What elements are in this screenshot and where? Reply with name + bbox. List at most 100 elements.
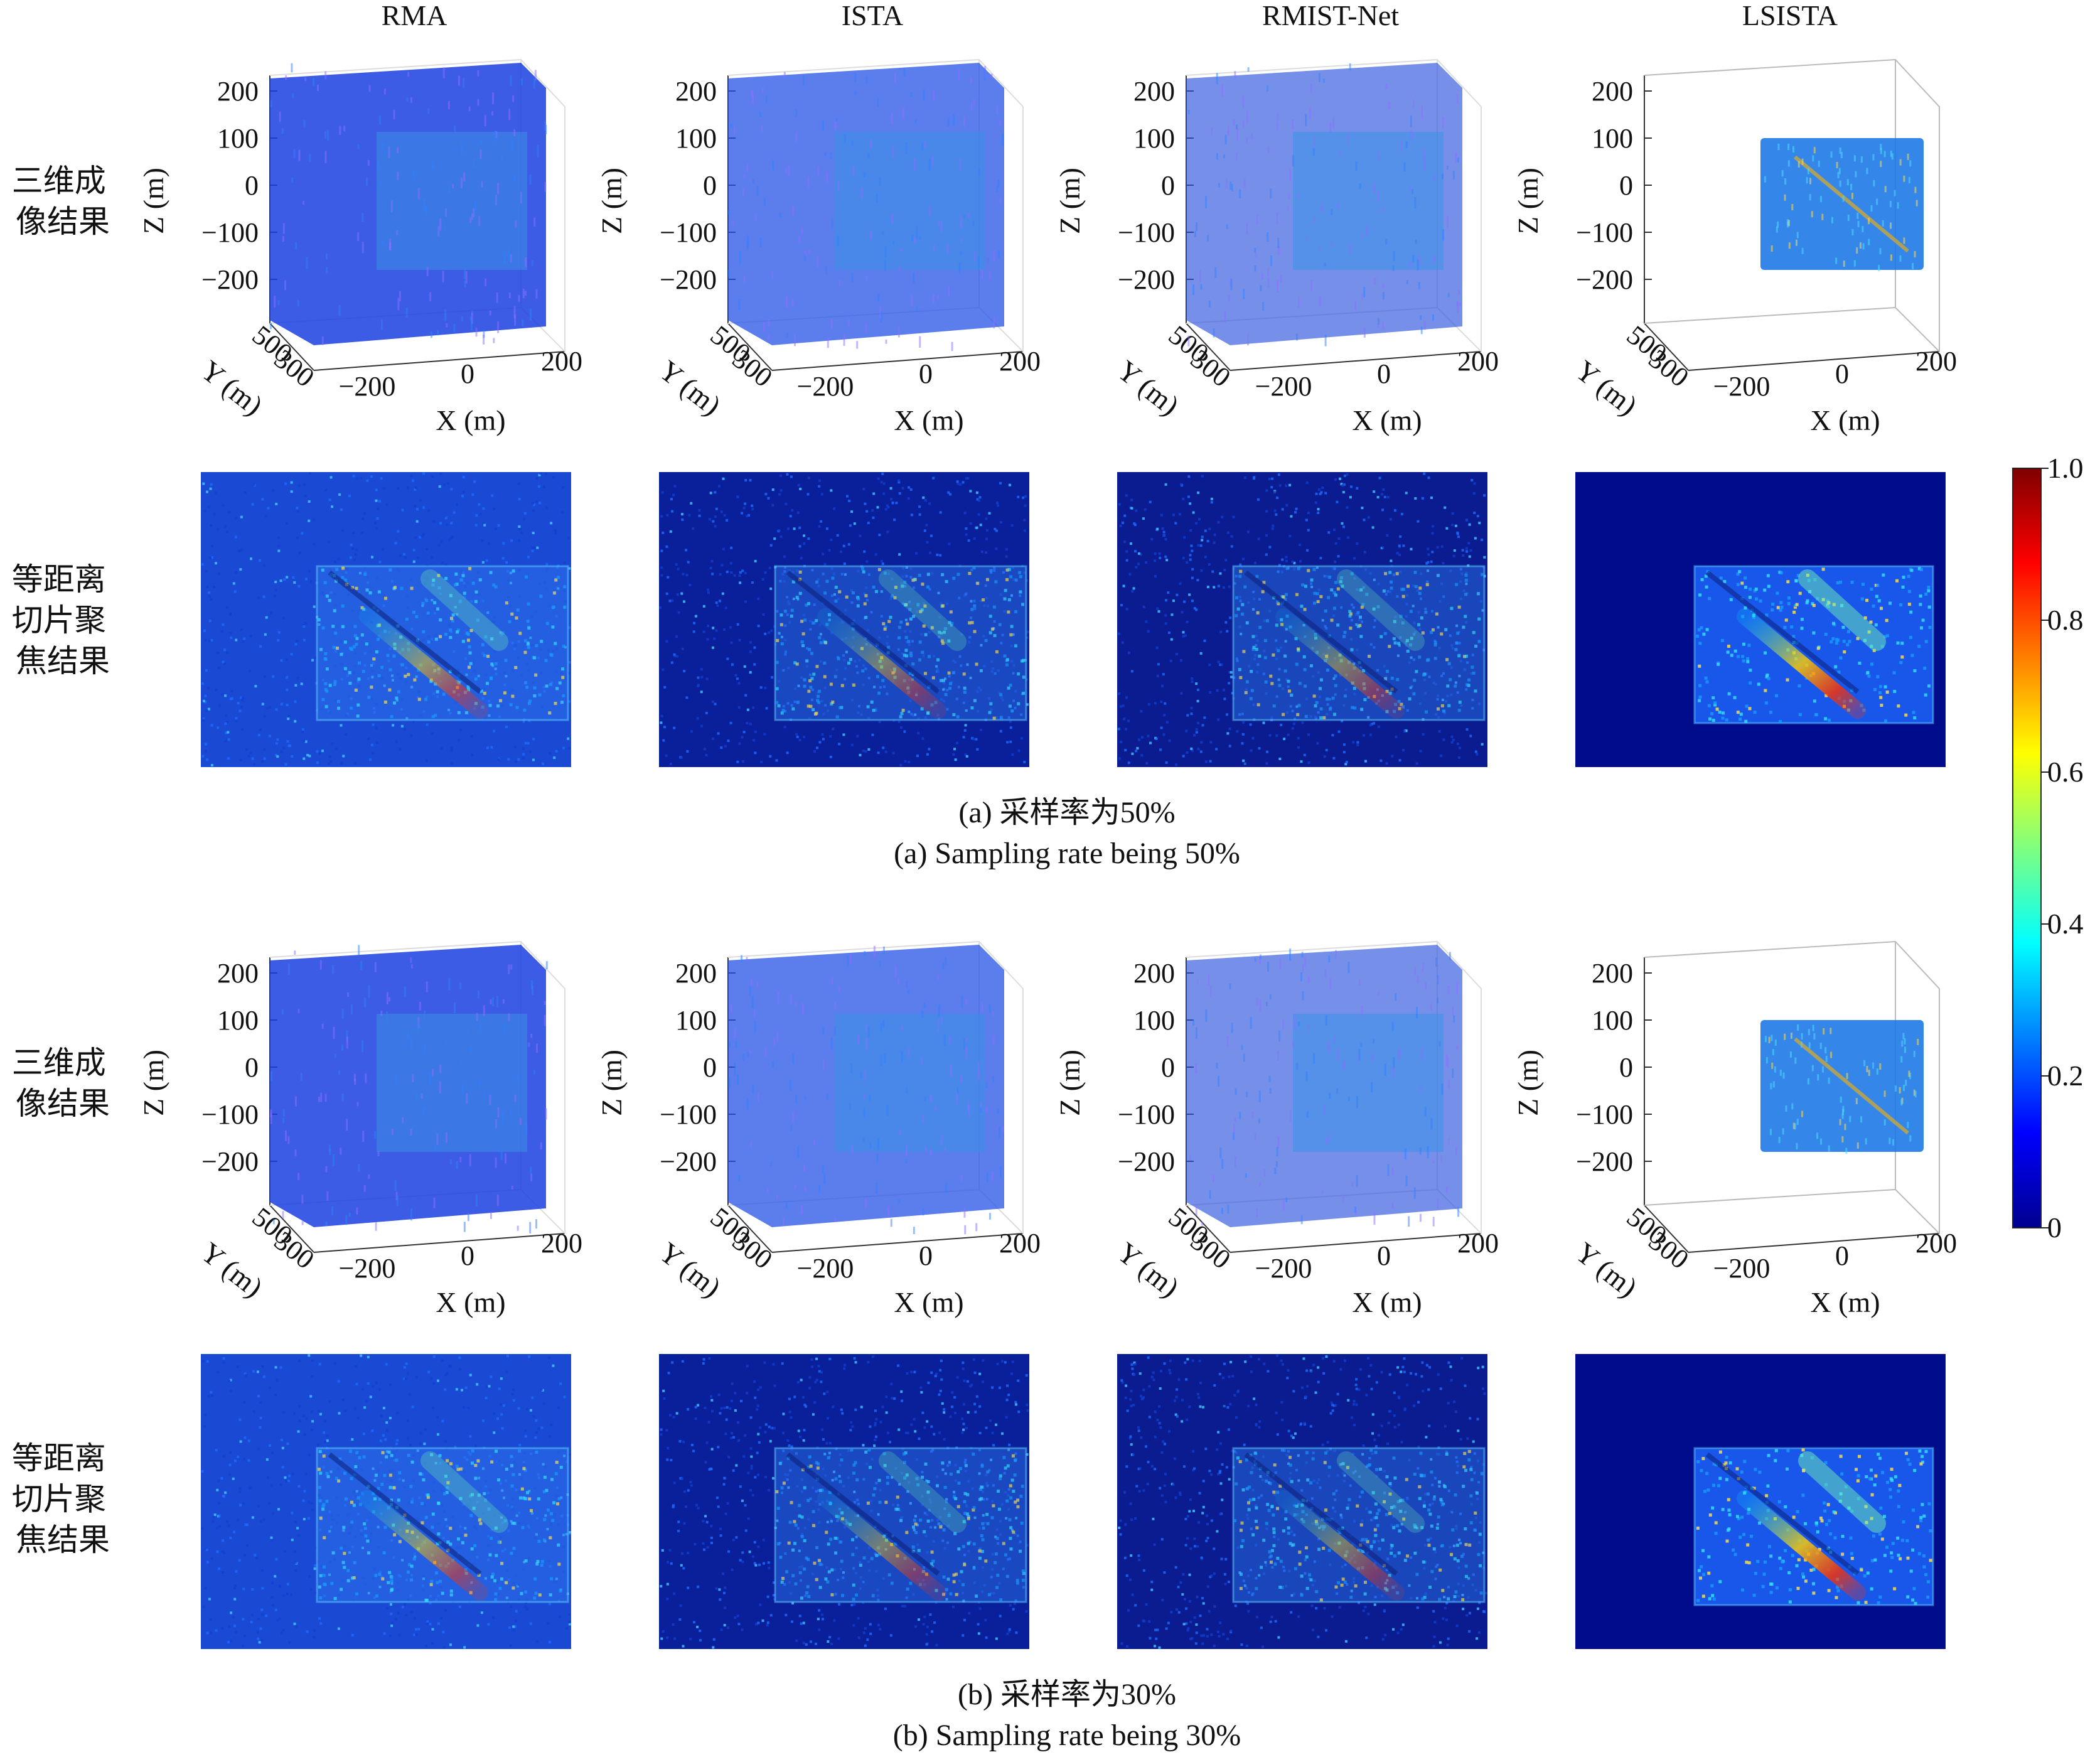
noise-mark [759, 111, 762, 117]
target-texture [1401, 594, 1405, 598]
target-texture [1895, 579, 1899, 583]
noise-mark [508, 1013, 510, 1021]
noise-speckle [796, 511, 800, 514]
target-texture [1744, 586, 1748, 589]
noise-mark [448, 978, 451, 991]
target-texture [1397, 699, 1401, 703]
texture-mark [1785, 1105, 1787, 1112]
noise-speckle [449, 711, 452, 714]
noise-speckle [437, 544, 441, 547]
noise-speckle [1195, 608, 1198, 611]
noise-mark [533, 1070, 535, 1075]
target-texture [412, 610, 416, 614]
noise-speckle [1286, 711, 1289, 714]
noise-speckle [328, 540, 331, 544]
noise-mark [897, 326, 900, 338]
noise-speckle [544, 1466, 547, 1469]
grid-box [727, 940, 1024, 1233]
noise-speckle [1012, 633, 1015, 636]
noise-mark [824, 152, 827, 156]
noise-speckle [385, 1421, 388, 1424]
target-texture [941, 572, 945, 576]
target-texture [451, 613, 455, 617]
noise-speckle [914, 713, 917, 716]
noise-mark [826, 171, 828, 183]
noise-speckle [1131, 590, 1134, 593]
noise-speckle [271, 1539, 274, 1542]
noise-speckle [1479, 599, 1482, 603]
noise-mark [1457, 157, 1459, 163]
z-tick-label: −100 [201, 217, 259, 248]
noise-speckle [518, 569, 521, 572]
noise-speckle [201, 563, 204, 566]
noise-speckle [392, 1451, 395, 1454]
noise-speckle [1014, 689, 1017, 692]
noise-speckle [1171, 613, 1174, 616]
target-texture [1800, 626, 1804, 630]
noise-speckle [1334, 561, 1337, 564]
noise-speckle [441, 1419, 444, 1422]
noise-speckle [284, 482, 287, 485]
noise-speckle [807, 476, 810, 480]
noise-speckle [411, 1405, 414, 1409]
noise-speckle [404, 1603, 407, 1606]
texture-mark [1796, 1142, 1798, 1149]
noise-mark [417, 1023, 419, 1033]
target-texture [1351, 706, 1354, 709]
noise-speckle [921, 737, 924, 740]
noise-speckle [1282, 687, 1285, 690]
target-texture [810, 677, 814, 680]
noise-mark [960, 1075, 963, 1083]
noise-speckle [666, 513, 669, 517]
noise-speckle [539, 472, 542, 475]
noise-speckle [540, 706, 544, 709]
target-texture [988, 711, 992, 714]
noise-speckle [969, 676, 972, 679]
noise-speckle [515, 1488, 518, 1491]
noise-speckle [518, 1511, 521, 1514]
noise-mark [458, 75, 460, 86]
target-texture [901, 584, 904, 588]
noise-mark [791, 299, 794, 307]
noise-speckle [1293, 567, 1296, 571]
noise-speckle [560, 672, 563, 675]
noise-speckle [291, 755, 294, 758]
z-tick-label: 200 [1592, 958, 1633, 989]
noise-speckle [1255, 634, 1258, 637]
noise-mark [830, 151, 832, 159]
noise-speckle [399, 748, 402, 751]
noise-speckle [977, 709, 980, 712]
noise-speckle [206, 1561, 209, 1564]
noise-mark [864, 1069, 866, 1081]
noise-mark [1332, 117, 1335, 129]
noise-mark [831, 218, 833, 229]
target-texture [466, 632, 470, 636]
noise-speckle [441, 1490, 444, 1493]
noise-speckle [455, 1388, 458, 1391]
target-texture [1334, 674, 1337, 678]
noise-mark [899, 266, 901, 272]
target-texture [897, 636, 901, 640]
noise-speckle [416, 1518, 419, 1521]
noise-speckle [1222, 586, 1225, 589]
noise-speckle [969, 490, 972, 493]
target-texture [1283, 654, 1287, 658]
target-texture [1831, 621, 1835, 625]
noise-speckle [1396, 654, 1400, 657]
noise-mark [924, 1096, 926, 1102]
noise-speckle [1253, 657, 1256, 660]
noise-mark [1269, 1088, 1272, 1094]
noise-speckle [1277, 570, 1280, 573]
noise-speckle [916, 610, 919, 613]
noise-mark [1243, 178, 1246, 189]
noise-mark [1276, 1146, 1278, 1157]
noise-speckle [1161, 527, 1164, 530]
noise-speckle [399, 677, 402, 680]
noise-speckle [700, 724, 703, 728]
noise-mark [496, 1195, 499, 1206]
noise-mark [1447, 293, 1450, 298]
texture-mark [1880, 161, 1882, 168]
noise-speckle [1295, 507, 1298, 510]
noise-speckle [983, 665, 986, 668]
